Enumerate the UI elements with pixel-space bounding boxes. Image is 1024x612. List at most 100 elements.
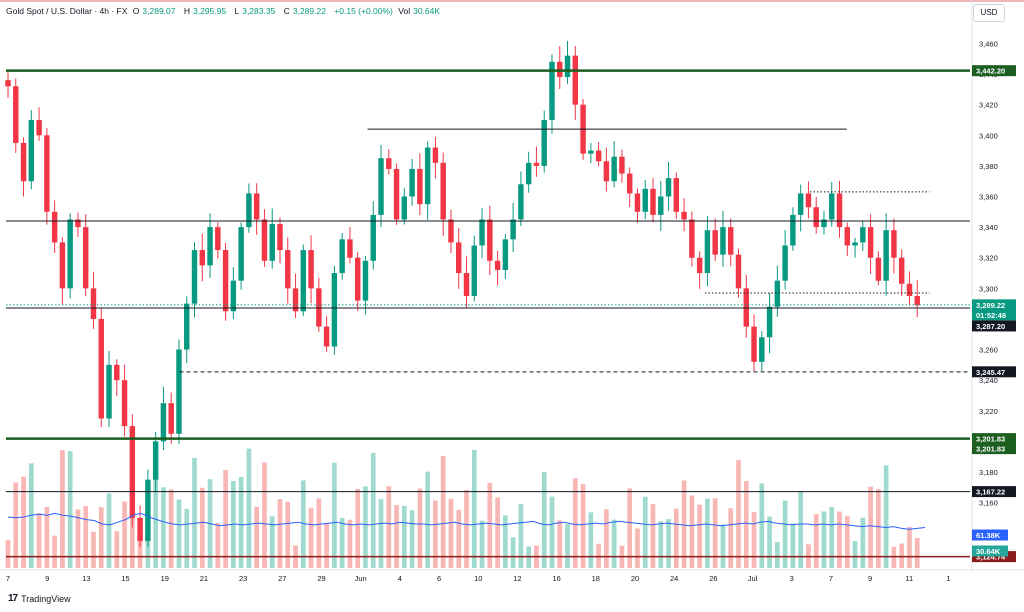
candle-body [665,178,672,197]
volume-bar [316,498,322,568]
candle-body [51,211,58,243]
volume-bar [192,457,197,568]
time-tick-label: 11 [905,574,913,583]
volume-bar [386,486,392,568]
volume-bar [611,519,617,568]
time-tick-label: 13 [82,574,90,583]
candle-body [696,257,703,274]
time-tick-label: 16 [552,574,560,583]
candle-body [222,250,229,312]
candle-body [650,188,656,215]
candle-body [176,349,182,434]
price-label-text: 3,245.47 [976,368,1005,377]
candle-body [261,219,268,261]
volume-bar [767,516,772,568]
candle-body [75,219,81,228]
volume-bar [137,532,143,568]
volume-bar [479,520,485,568]
volume-bar [122,501,127,568]
volume-bar [852,541,858,568]
candle-body [424,147,431,205]
candle-body [906,283,913,296]
candle-body [253,193,260,220]
volume-bar [161,487,166,568]
candle-body [456,242,462,274]
close-value: 3,289.22 [292,6,326,16]
candle-body [689,219,695,258]
candle-body [59,242,66,289]
candle-body [626,173,633,194]
volume-bar [790,523,796,568]
volume-bar [604,509,609,568]
candle-body [634,193,641,212]
volume-bar [876,489,881,568]
candle-body [285,250,291,289]
volume-bar [269,516,275,568]
time-tick-label: 26 [709,574,717,583]
candle-body [5,80,11,87]
volume-bar [324,523,329,568]
candle-body [875,257,882,281]
tradingview-brand[interactable]: 17 TradingView [8,593,71,604]
candle-body [401,196,408,220]
volume-bar [67,451,73,568]
volume-label-badge [972,529,1008,541]
candle-body [891,230,897,258]
candle-body [797,193,804,215]
price-label-text: 3,442.20 [976,67,1005,76]
candle-body [564,55,571,78]
candle-body [712,230,718,255]
volume-bar [907,527,912,568]
candle-body [502,239,509,270]
candle-body [207,227,213,266]
candle-body [308,250,314,289]
time-tick-label: 18 [592,574,600,583]
volume-bar [487,482,493,568]
volume-bar [91,531,96,568]
price-tick-label: 3,220 [979,407,998,416]
volume-bar [246,448,252,568]
price-tick-label: 3,260 [979,346,998,355]
volume-bar [184,508,190,568]
candle-body [883,230,889,281]
candle-body [852,242,858,246]
volume-bar [52,535,57,568]
candle-body [378,158,384,215]
low-value: 3,283.35 [242,6,276,16]
candle-body [549,61,555,120]
candle-body [836,193,843,228]
volume-bar [262,462,267,568]
time-tick-label: 15 [121,574,129,583]
volume-label-badge [972,545,1008,557]
candle-body [417,168,423,205]
volume-bar [572,478,578,568]
candle-body [704,230,711,274]
candle-body [129,426,136,518]
volume-bar [868,486,873,568]
candle-body [658,196,664,215]
volume-bar [720,524,726,568]
candle-body [137,517,143,541]
volume-bar [75,509,81,568]
volume-bar [635,528,640,568]
volume-bar [697,504,702,568]
candle-body [362,260,369,301]
volume-bar [712,498,718,568]
candle-body [525,162,532,185]
price-label-text: 3,201.83 [976,435,1005,444]
currency-button[interactable]: USD [973,4,1005,22]
time-tick-label: 24 [670,574,678,583]
candle-body [463,273,470,296]
candle-body [821,219,827,228]
volume-bar [821,511,827,568]
volume-bar [425,471,430,568]
candle-body [331,273,338,347]
symbol-title[interactable]: Gold Spot / U.S. Dollar · 4h · FX [6,6,128,16]
volume-bar [339,517,345,568]
candle-body [735,254,742,289]
candle-body [642,188,648,212]
volume-bar [673,508,679,568]
price-label-text: 3,167.22 [976,488,1005,497]
volume-bar [557,520,563,568]
